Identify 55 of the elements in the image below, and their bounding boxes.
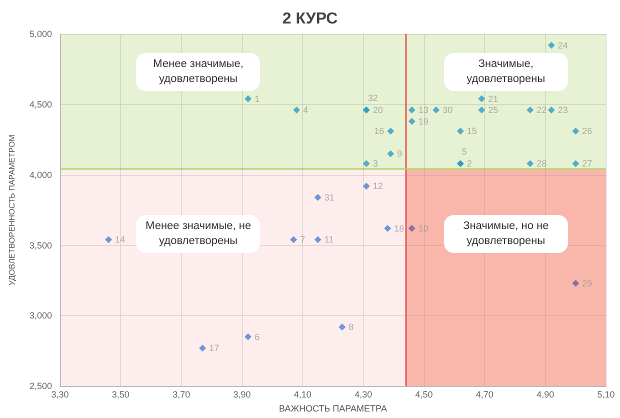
series-label: 17 [209, 343, 220, 354]
annotation: Менее значимые, не удовлетворены [144, 219, 252, 250]
series-label: 5 [462, 146, 467, 157]
series-label: 30 [442, 105, 453, 116]
series-label: 12 [372, 181, 383, 192]
series-label: 7 [300, 234, 306, 245]
y-tick-label: 2,500 [29, 381, 52, 392]
series-label: 25 [488, 105, 498, 116]
series-label: 15 [466, 126, 477, 136]
x-tick-label: 4,50 [415, 390, 433, 400]
annotation: Менее значимые, удовлетворены [152, 56, 244, 87]
y-tick-label: 4,000 [29, 170, 52, 180]
series-label: 32 [368, 93, 378, 104]
series-label: 19 [418, 116, 428, 126]
series-label: 13 [418, 105, 428, 116]
y-tick-label: 5,000 [29, 29, 52, 39]
y-tick-label: 3,500 [29, 240, 52, 250]
series-label: 26 [582, 126, 592, 136]
x-tick-label: 4,70 [476, 390, 494, 400]
series-label: 10 [418, 223, 428, 234]
x-tick-label: 3,30 [51, 390, 69, 400]
x-tick-label: 4,10 [294, 390, 312, 400]
y-tick-label: 4,500 [29, 99, 52, 110]
chart-title: 2 КУРС [282, 10, 338, 28]
annotation: Значимые, удовлетворены [466, 56, 546, 87]
series-label: 24 [558, 40, 568, 50]
series-label: 2 [466, 158, 472, 169]
series-label: 18 [394, 223, 404, 234]
x-tick-label: 4,90 [536, 390, 554, 400]
series-label: 27 [582, 158, 592, 169]
series-label: 21 [488, 94, 498, 104]
x-axis-title: ВАЖНОСТЬ ПАРАМЕТРА [279, 404, 387, 414]
series-label: 9 [397, 148, 402, 159]
annotation: Значимые, но не удовлетворены [462, 219, 550, 250]
series-label: 1 [254, 94, 260, 104]
series-label: 14 [115, 234, 126, 245]
x-tick-label: 3,90 [233, 390, 251, 400]
series-label: 11 [324, 234, 334, 245]
series-label: 6 [254, 332, 260, 342]
series-label: 16 [374, 126, 384, 136]
x-tick-label: 4,30 [354, 390, 372, 400]
series-label: 8 [348, 322, 354, 332]
y-tick-label: 3,000 [29, 310, 52, 321]
series-label: 29 [582, 278, 592, 288]
series-label: 28 [536, 158, 547, 169]
x-tick-label: 3,50 [112, 390, 130, 400]
x-tick-label: 3,70 [172, 390, 190, 400]
series-label: 3 [372, 158, 378, 169]
x-tick-label: 5,10 [597, 390, 615, 400]
series-label: 22 [536, 105, 547, 116]
series-label: 23 [558, 105, 568, 116]
y-axis-title: УДОВЛЕТВОРЕННОСТЬ ПАРАМЕТРОМ [8, 134, 16, 286]
series-label: 4 [303, 105, 308, 116]
series-label: 20 [372, 105, 383, 116]
series-label: 31 [324, 192, 334, 202]
